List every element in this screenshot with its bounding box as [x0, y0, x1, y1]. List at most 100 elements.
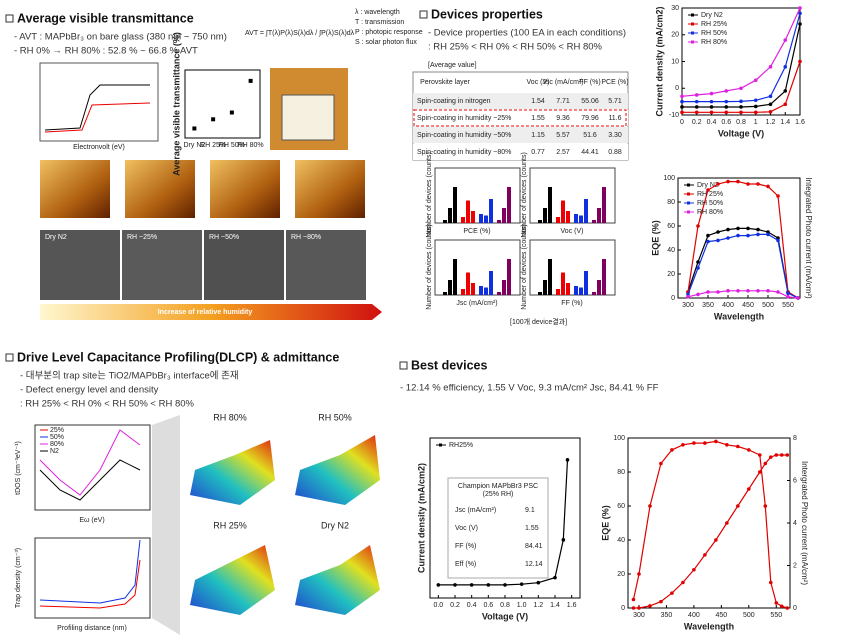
point — [670, 591, 674, 595]
point — [763, 461, 768, 466]
table-row — [413, 144, 628, 160]
histogram-bar — [602, 187, 606, 223]
series-line — [687, 227, 799, 299]
histogram-bar — [453, 259, 457, 295]
histogram-bar — [548, 259, 552, 295]
plot-area — [681, 7, 801, 116]
symbol: T : transmission — [355, 19, 404, 26]
axis-label: Voc (V) — [561, 228, 584, 235]
histogram-bar — [602, 259, 606, 295]
point — [739, 86, 743, 91]
y-tick-label: 40 — [617, 537, 625, 544]
legend-label: RH 80% — [697, 209, 723, 216]
y2-axis-label: Integrated Photo current (mA/cm²) — [804, 177, 813, 299]
histogram-bar — [448, 280, 452, 295]
point — [736, 444, 740, 449]
point — [680, 94, 684, 99]
point — [736, 179, 740, 184]
axis-label: Eω (eV) — [79, 517, 104, 524]
table-header: PCE (%) — [601, 79, 628, 86]
legend-label: N2 — [50, 448, 59, 455]
histogram-bar — [574, 214, 578, 223]
table-row — [413, 110, 628, 126]
y-tick-label: 30 — [671, 5, 679, 12]
point — [783, 38, 788, 42]
point — [503, 583, 507, 587]
table-cell: Spin-coating in nitrogen — [417, 98, 491, 105]
legend-label: RH 50% — [697, 200, 723, 207]
series-line — [687, 181, 799, 299]
legend-label: Dry N2 — [697, 182, 719, 189]
plot-area — [677, 177, 801, 299]
point — [768, 94, 773, 99]
sem-image — [204, 230, 284, 300]
point — [726, 227, 730, 232]
y-tick-label: 80 — [617, 469, 625, 476]
y-axis-label: EQE (%) — [650, 220, 660, 256]
point — [739, 110, 743, 115]
x-axis-label: Voltage (V) — [718, 128, 764, 138]
bullet: - 대부분의 trap site는 TiO2/MAPbBr₃ interface… — [20, 371, 239, 382]
x-tick-label: 0.4 — [707, 119, 717, 126]
legend-marker — [687, 183, 690, 187]
legend-marker — [691, 40, 694, 44]
table-cell: 84.41 — [525, 543, 543, 550]
point — [786, 291, 790, 296]
table-header: Perovskite layer — [420, 79, 470, 86]
point — [736, 504, 740, 508]
y-tick-label: 20 — [667, 271, 675, 278]
y-axis-label: Average visible transmittance (%) — [171, 32, 181, 176]
legend-label: RH 50% — [701, 30, 727, 37]
point — [776, 290, 780, 294]
point — [714, 538, 718, 542]
bullet-box — [399, 361, 408, 370]
surface-label: RH 25% — [213, 520, 247, 530]
y-tick-label: 80 — [667, 199, 675, 206]
point — [757, 453, 762, 457]
x-tick-label: 450 — [716, 612, 728, 619]
point — [709, 105, 714, 109]
series-line — [687, 290, 799, 299]
table-cell: 1.15 — [531, 132, 545, 139]
point — [724, 105, 729, 109]
point — [746, 182, 750, 186]
table-header: Jsc (mA/cm²) — [542, 79, 583, 86]
x-tick-label: 500 — [762, 302, 774, 309]
histogram-bar — [502, 208, 506, 223]
y-tick-label: 60 — [667, 223, 675, 230]
axis-label: Number of devices (counts) — [426, 224, 433, 310]
point — [703, 553, 707, 557]
histogram-bar — [556, 289, 560, 295]
point — [561, 538, 566, 542]
point — [768, 455, 773, 459]
axis-label: Trap density (cm⁻³) — [15, 548, 22, 608]
trap-curve — [39, 539, 141, 604]
y-tick-label: 0 — [621, 605, 625, 612]
y-tick-label: 100 — [613, 435, 625, 442]
y-tick-label: 0 — [671, 295, 675, 302]
point — [659, 461, 663, 466]
point — [680, 99, 684, 104]
tdos-plot — [34, 424, 151, 511]
bullet-box — [419, 10, 428, 19]
histogram-bar — [497, 292, 501, 295]
sem-image — [40, 230, 120, 300]
point — [766, 289, 770, 293]
point — [692, 441, 696, 445]
histogram-bar — [538, 292, 542, 295]
point — [659, 599, 663, 604]
surface-plot — [190, 545, 275, 615]
point — [714, 439, 718, 444]
point — [229, 110, 234, 115]
point — [753, 78, 758, 83]
bullet: : RH 25% < RH 0% < RH 50% < RH 80% — [428, 42, 603, 53]
point — [756, 227, 760, 232]
histogram-bar — [548, 187, 552, 223]
table-cell: 1.54 — [531, 98, 545, 105]
bullet-box — [5, 14, 14, 23]
histogram-bar — [471, 283, 475, 295]
x-tick-label: 550 — [770, 612, 782, 619]
point — [766, 232, 770, 237]
point — [686, 295, 690, 299]
bullet: : RH 25% < RH 0% < RH 50% < RH 80% — [20, 399, 195, 410]
